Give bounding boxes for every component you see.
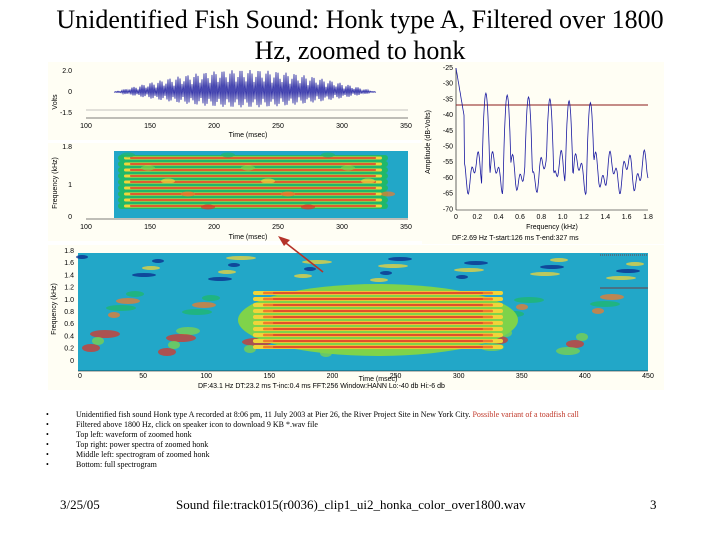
waveform-panel: Volts 2.0 0 -1.5 100 150 200 250 300 350 Time (… (48, 62, 422, 140)
spectrum-x-tick: 0.4 (494, 214, 504, 221)
list-item: • Middle left: spectrogram of zoomed honk (46, 450, 210, 459)
full-spec-x-tick: 400 (579, 373, 591, 380)
mid-spec-x-tick: 350 (400, 224, 412, 231)
note-text: Unidentified fish sound Honk type A reco… (76, 410, 471, 419)
spectrum-x-tick: 0.8 (536, 214, 546, 221)
waveform-y-tick: 0 (68, 89, 72, 96)
mid-spec-x-tick: 100 (80, 224, 92, 231)
full-spec-xlabel: Time (msec) (359, 376, 398, 383)
spectrum-y-tick: -30 (443, 81, 453, 88)
spectrum-plot: Amplitude (dB-Volts) -25 -30 -35 -40 -45 -50 -… (425, 65, 653, 242)
full-spec-x-tick: 150 (263, 373, 275, 380)
spectrum-y-tick: -65 (443, 191, 453, 198)
full-spec-y-tick: 1.6 (64, 260, 74, 267)
waveform-xlabel: Time (msec) (229, 132, 268, 139)
waveform-x-tick: 150 (144, 123, 156, 130)
full-spec-x-tick: 200 (327, 373, 339, 380)
waveform-x-tick: 300 (336, 123, 348, 130)
mid-spec-y-tick: 1 (68, 182, 72, 189)
full-spec-info: DF:43.1 Hz DT:23.2 ms T-inc:0.4 ms FFT:2… (198, 383, 445, 390)
waveform-y-tick: 2.0 (62, 68, 72, 75)
waveform-x-tick: 100 (80, 123, 92, 130)
spectrum-panel: Amplitude (dB-Volts) -25 -30 -35 -40 -45 -50 -… (422, 62, 664, 244)
spectrum-y-tick: -45 (443, 128, 453, 135)
full-spec-x-tick: 50 (139, 373, 147, 380)
spectrum-x-tick: 0 (454, 214, 458, 221)
full-spectrogram-plot: Frequency (kHz) 1.8 1.6 1.4 1.2 1.0 0.8 0.6 0.4… (51, 248, 654, 390)
spectrum-info: DF:2.69 Hz T-start:126 ms T-end:327 ms (452, 235, 579, 242)
spectrum-y-tick: -60 (443, 175, 453, 182)
waveform-plot: Volts 2.0 0 -1.5 100 150 200 250 300 350 Time (… (52, 68, 412, 139)
spectrum-x-tick: 0.6 (515, 214, 525, 221)
full-spec-y-tick: 1.4 (64, 272, 74, 279)
mid-spec-x-tick: 150 (144, 224, 156, 231)
list-item: • Top left: waveform of zoomed honk (46, 430, 192, 439)
spectrum-xlabel: Frequency (kHz) (526, 224, 578, 231)
slide-title: Unidentified Fish Sound: Honk type A, Fi… (56, 5, 664, 65)
note-highlight: Possible variant of a toadfish call (472, 410, 579, 419)
list-item: • Top right: power spectra of zoomed honk (46, 440, 209, 449)
full-spec-y-tick: 0.2 (64, 346, 74, 353)
full-spec-ylabel: Frequency (kHz) (51, 283, 58, 335)
spectrum-y-tick: -55 (443, 159, 453, 166)
spectrum-trace (455, 67, 649, 196)
full-spec-x-tick: 350 (516, 373, 528, 380)
mid-spec-ylabel: Frequency (kHz) (52, 157, 59, 209)
full-spec-y-tick: 0 (70, 358, 74, 365)
mid-spectrogram-panel: Frequency (kHz) 1.8 1 0 100 150 200 250 300 350… (48, 143, 422, 241)
mid-spec-x-tick: 200 (208, 224, 220, 231)
note-text: Top left: waveform of zoomed honk (76, 430, 192, 439)
full-spec-y-tick: 1.0 (64, 297, 74, 304)
mid-spec-x-tick: 300 (336, 224, 348, 231)
spectrum-x-tick: 1.4 (600, 214, 610, 221)
full-spectrogram-panel: Frequency (kHz) 1.8 1.6 1.4 1.2 1.0 0.8 0.6 0.4… (48, 245, 664, 390)
spectrum-y-tick: -35 (443, 96, 453, 103)
full-spec-y-tick: 0.6 (64, 321, 74, 328)
full-spec-x-tick: 250 (390, 373, 402, 380)
list-item: • Filtered above 1800 Hz, click on speake… (46, 420, 318, 429)
full-spec-y-tick: 1.8 (64, 248, 74, 255)
spectrum-x-tick: 1.8 (643, 214, 653, 221)
mid-spec-y-tick: 0 (68, 214, 72, 221)
footer-date: 3/25/05 (60, 497, 100, 512)
full-spec-y-tick: 0.8 (64, 309, 74, 316)
spectrum-y-tick: -25 (443, 65, 453, 72)
note-text: Top right: power spectra of zoomed honk (76, 440, 209, 449)
list-item: • Bottom: full spectrogram (46, 460, 157, 469)
spectrum-x-tick: 1.6 (622, 214, 632, 221)
waveform-x-tick: 350 (400, 123, 412, 130)
full-spec-y-tick: 1.2 (64, 285, 74, 292)
mid-spectrogram-plot: Frequency (kHz) 1.8 1 0 100 150 200 250 300 350… (52, 144, 412, 241)
waveform-ylabel: Volts (52, 94, 59, 110)
full-spec-x-tick: 100 (200, 373, 212, 380)
spectrum-y-tick: -70 (443, 206, 453, 213)
full-spec-x-tick: 300 (453, 373, 465, 380)
footer-sound-file: Sound file:track015(r0036)_clip1_ui2_hon… (176, 497, 526, 512)
note-text: Bottom: full spectrogram (76, 460, 157, 469)
spectrum-y-tick: -40 (443, 112, 453, 119)
spectrum-x-tick: 1.2 (579, 214, 589, 221)
waveform-x-tick: 200 (208, 123, 220, 130)
list-item: • Unidentified fish sound Honk type A rec… (46, 410, 579, 419)
waveform-y-tick: -1.5 (60, 110, 72, 117)
spectrum-x-tick: 1.0 (558, 214, 568, 221)
notes-list: • Unidentified fish sound Honk type A rec… (46, 410, 656, 470)
full-spec-y-tick: 0.4 (64, 333, 74, 340)
full-spec-x-tick: 0 (78, 373, 82, 380)
spectrum-x-tick: 0.2 (472, 214, 482, 221)
waveform-trace (113, 69, 377, 108)
full-spec-x-tick: 450 (642, 373, 654, 380)
waveform-x-tick: 250 (272, 123, 284, 130)
mid-spec-y-tick: 1.8 (62, 144, 72, 151)
spectrum-ylabel: Amplitude (dB-Volts) (425, 110, 432, 174)
footer-page-number: 3 (650, 497, 657, 512)
mid-spec-x-tick: 250 (272, 224, 284, 231)
note-text[interactable]: Filtered above 1800 Hz, click on speaker… (76, 420, 318, 429)
spectrum-y-tick: -50 (443, 144, 453, 151)
note-text: Middle left: spectrogram of zoomed honk (76, 450, 210, 459)
mid-spec-xlabel: Time (msec) (229, 234, 268, 241)
